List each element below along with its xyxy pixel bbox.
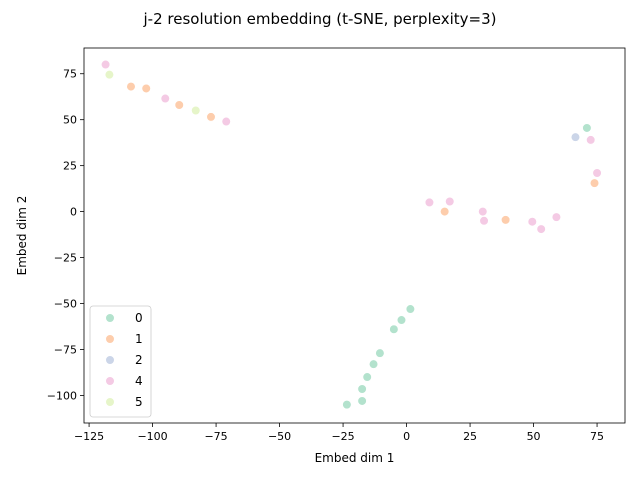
point-4-3 — [424, 197, 435, 208]
y-tick-label: −75 — [54, 343, 77, 356]
point-1-4 — [440, 207, 450, 217]
y-tick-label: 50 — [63, 114, 77, 127]
point-5-1 — [191, 105, 201, 116]
point-4-5 — [478, 207, 488, 217]
point-4-11 — [592, 168, 602, 178]
x-tick-label: −25 — [331, 430, 354, 443]
x-tick-label: 0 — [403, 430, 410, 443]
legend-label-4: 4 — [135, 374, 143, 388]
point-0-6 — [357, 384, 367, 394]
x-tick-label: −75 — [204, 430, 227, 443]
x-axis-label: Embed dim 1 — [315, 451, 395, 465]
point-1-5 — [501, 215, 511, 225]
point-4-8 — [536, 224, 546, 234]
legend-label-2: 2 — [135, 353, 143, 367]
point-1-0 — [126, 82, 136, 92]
legend-box — [89, 305, 152, 418]
point-2-0 — [570, 132, 581, 142]
legend-marker-0 — [105, 313, 115, 323]
point-4-1 — [160, 93, 170, 104]
points-layer — [100, 59, 602, 410]
y-tick-label: −25 — [54, 252, 77, 265]
legend-marker-5 — [105, 397, 115, 407]
point-4-4 — [445, 196, 455, 207]
y-axis-ticks: −100 −75 −50 −25 0 25 50 75 — [47, 68, 84, 402]
point-0-3 — [375, 348, 385, 358]
x-tick-label: −50 — [268, 430, 291, 443]
point-0-0 — [405, 304, 415, 314]
point-5-0 — [104, 70, 114, 80]
point-4-7 — [527, 217, 537, 227]
x-tick-label: −100 — [137, 430, 167, 443]
x-axis-ticks: −125 −100 −75 −50 −25 0 25 50 75 — [74, 423, 604, 443]
point-4-9 — [551, 212, 562, 222]
x-tick-label: 25 — [463, 430, 477, 443]
point-0-1 — [396, 315, 407, 325]
point-1-1 — [141, 83, 151, 94]
y-tick-label: 25 — [63, 160, 77, 173]
point-4-0 — [100, 59, 111, 70]
point-0-4 — [368, 359, 379, 369]
legend: 0 1 2 4 5 — [89, 305, 152, 418]
point-4-2 — [221, 116, 231, 127]
legend-marker-1 — [105, 334, 115, 344]
point-1-2 — [174, 100, 184, 110]
point-0-5 — [362, 372, 372, 382]
point-4-6 — [479, 216, 489, 226]
legend-label-1: 1 — [135, 332, 143, 346]
legend-label-0: 0 — [135, 311, 143, 325]
y-tick-label: −100 — [47, 389, 77, 402]
point-0-7 — [357, 396, 367, 406]
point-0-9 — [582, 123, 592, 133]
plot-frame — [83, 47, 626, 424]
x-tick-label: −125 — [74, 430, 104, 443]
legend-label-5: 5 — [135, 395, 143, 409]
y-tick-label: 75 — [63, 68, 77, 81]
x-tick-label: 75 — [590, 430, 604, 443]
y-tick-label: 0 — [70, 206, 77, 219]
y-tick-label: −50 — [54, 298, 77, 311]
point-1-3 — [206, 112, 216, 122]
point-0-2 — [389, 324, 399, 334]
x-tick-label: 50 — [527, 430, 541, 443]
legend-marker-2 — [105, 355, 115, 365]
y-axis-label: Embed dim 2 — [15, 196, 29, 276]
point-1-6 — [589, 178, 600, 188]
point-4-10 — [586, 135, 596, 145]
chart-title: j-2 resolution embedding (t-SNE, perplex… — [143, 10, 497, 28]
legend-marker-4 — [105, 376, 115, 386]
point-0-8 — [342, 400, 352, 410]
